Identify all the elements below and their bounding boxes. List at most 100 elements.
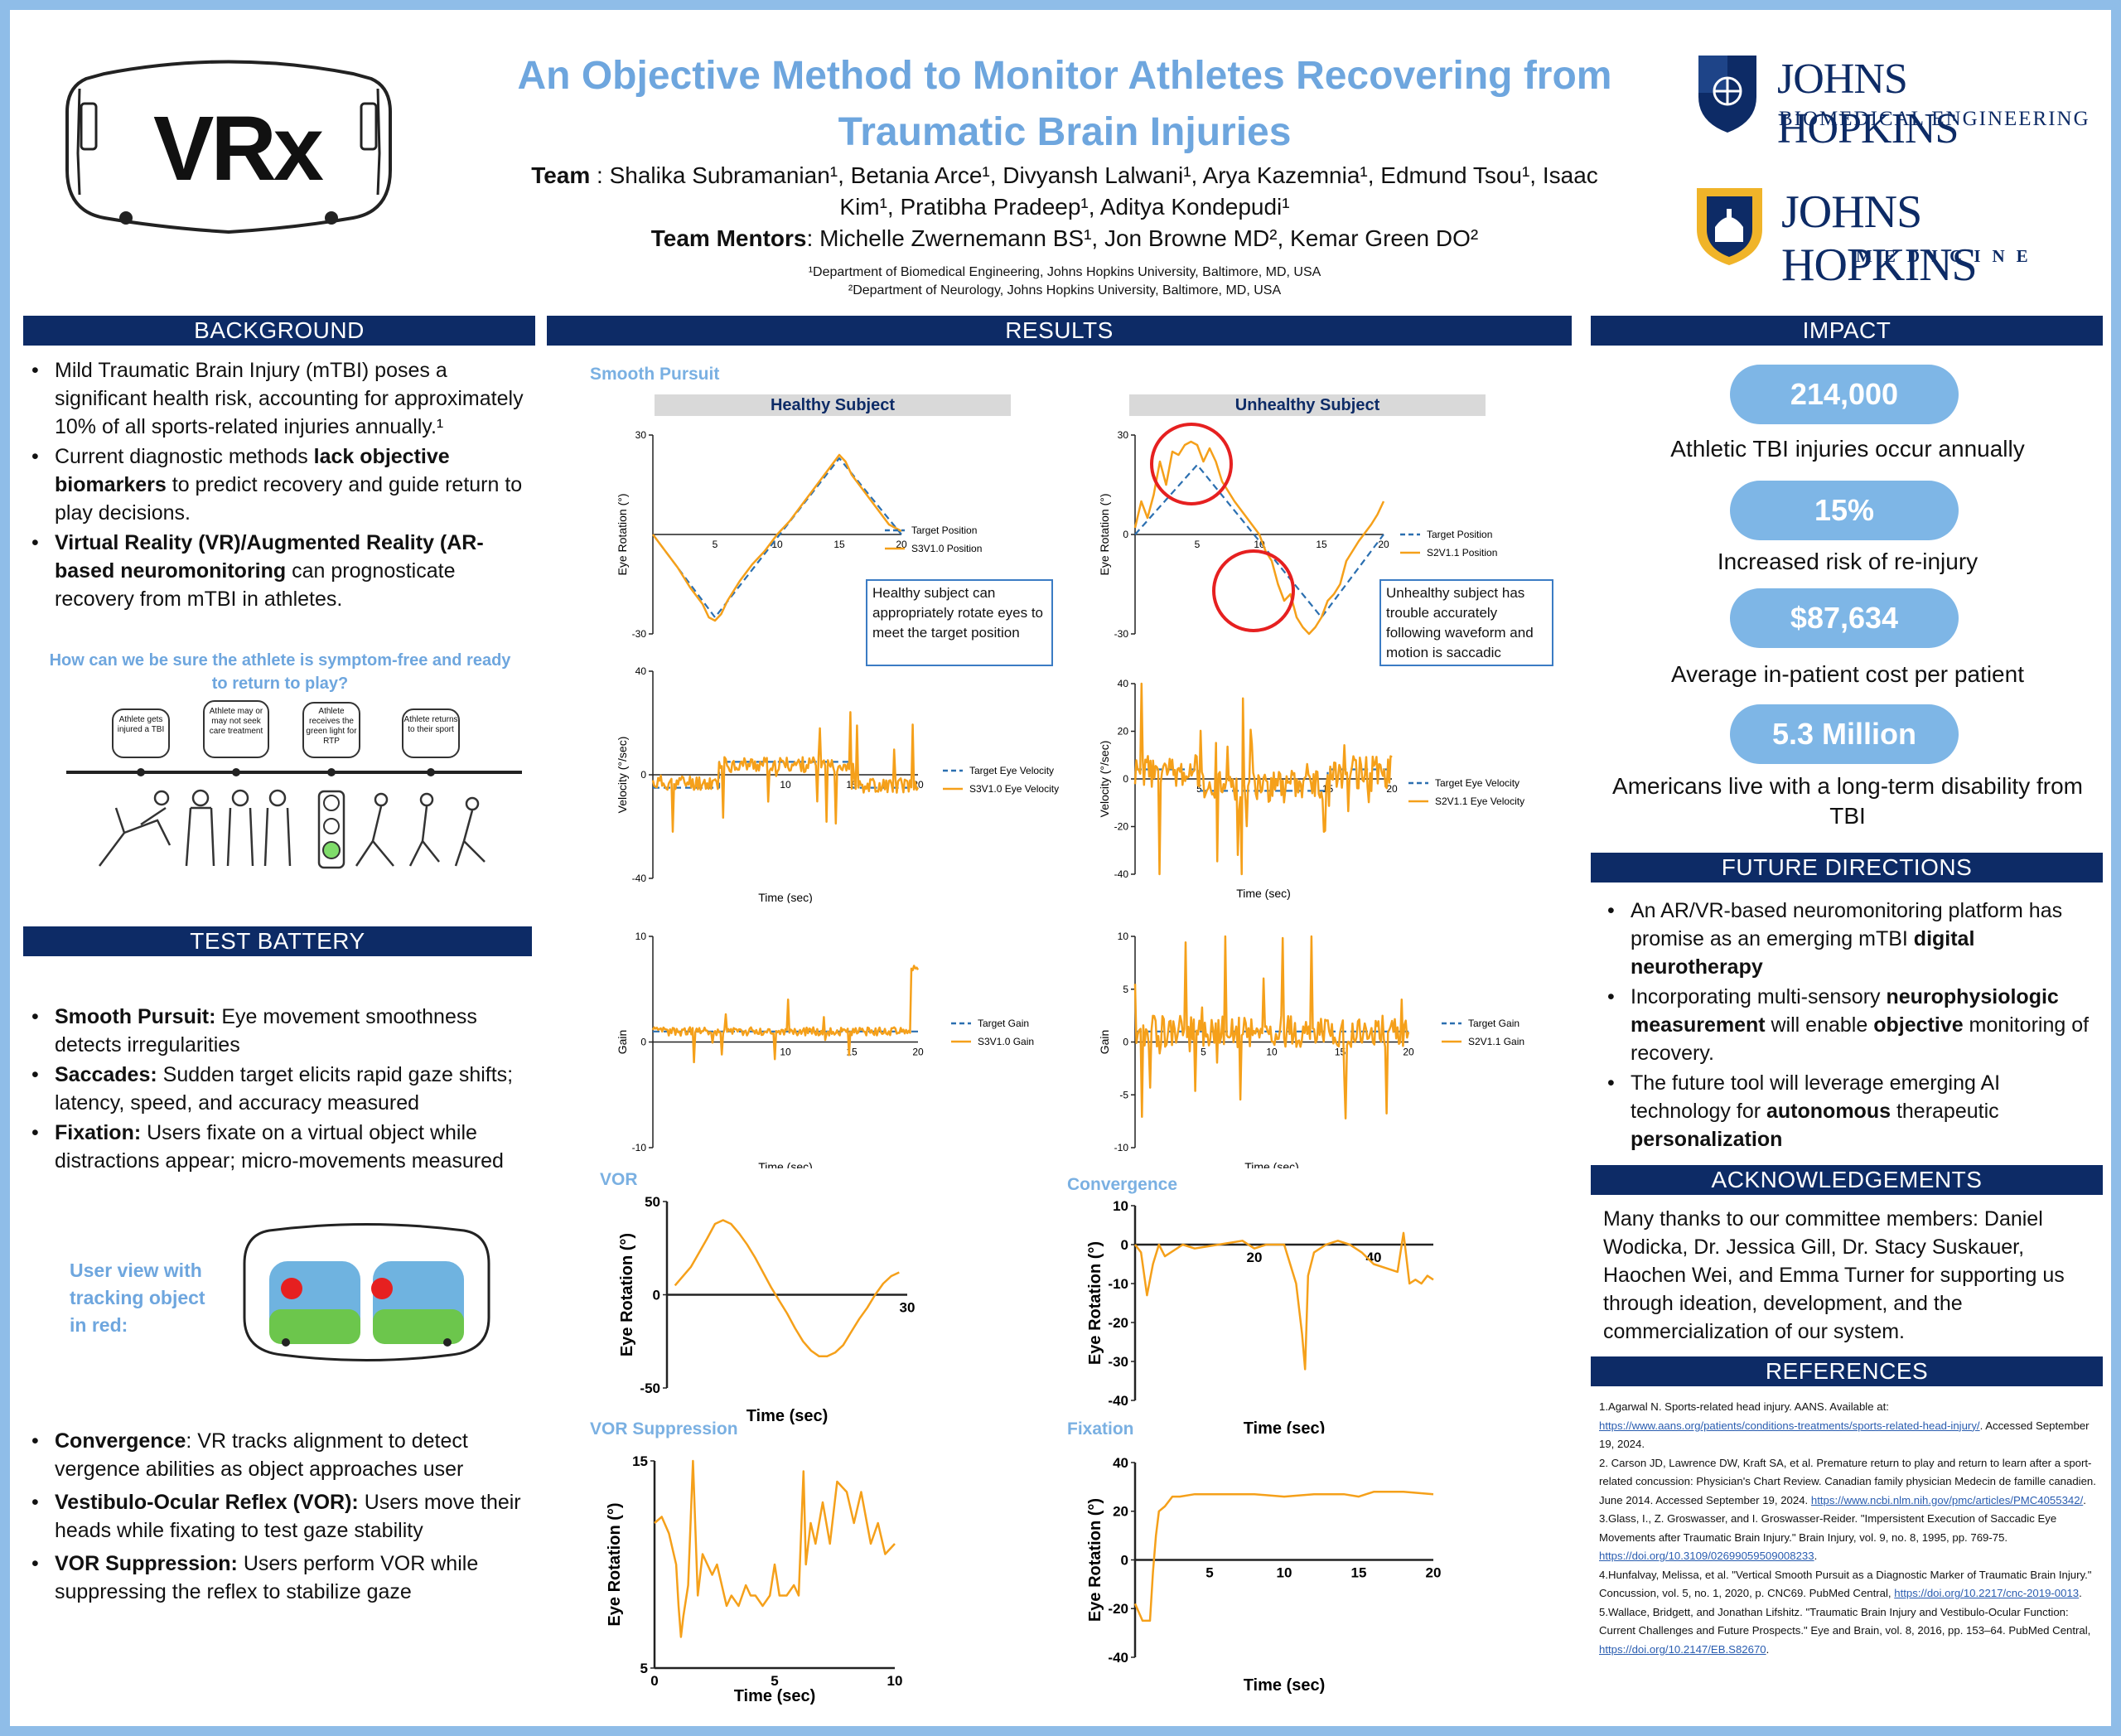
x-tick-label: 5 xyxy=(1201,1047,1206,1058)
impact-value-1: 214,000 xyxy=(1730,365,1959,424)
future-item-2-e: monitoring of recovery. xyxy=(1631,1013,2090,1065)
x-tick-label: 5 xyxy=(1205,1565,1213,1581)
background-item-3-b: can prognosticate recovery from mTBI in … xyxy=(55,559,456,611)
y-tick-label: -5 xyxy=(1119,1089,1128,1100)
impact-caption-4: Americans live with a long-term disabili… xyxy=(1612,773,2083,829)
x-axis-label: Time (sec) xyxy=(1244,1160,1299,1168)
s2v1-1-eye-velocity-line xyxy=(1133,682,1393,876)
test-item-4-a: Convergence xyxy=(55,1429,186,1453)
y-tick-label: -40 xyxy=(632,873,647,884)
x-axis-label: Time (sec) xyxy=(734,1687,816,1705)
future-item-3-a: The future tool will leverage emerging A… xyxy=(1631,1071,2001,1123)
smooth-pursuit-label: Smooth Pursuit xyxy=(590,365,720,384)
reference-3-link[interactable]: https://doi.org/10.3109/0269905950900823… xyxy=(1599,1550,1814,1562)
y-tick-label: 30 xyxy=(635,429,647,441)
highlight-circles xyxy=(1150,423,1295,632)
x-tick-label: 15 xyxy=(833,539,845,550)
y-tick-label: -20 xyxy=(1114,821,1129,833)
reference-5: 5.Wallace, Bridgett, and Jonathan Lifshi… xyxy=(1599,1605,2091,1656)
chart-gain-healthy: 10 0 -10 10 15 20 Gain Time (sec) Target Gain S3V… xyxy=(603,928,1084,1173)
reference-4: 4.Hunfalvay, Melissa, et al. "Vertical S… xyxy=(1599,1568,2092,1600)
vor-label: VOR xyxy=(600,1170,638,1189)
s3v1-0-gain-line xyxy=(651,965,920,1064)
affiliations: ¹Department of Biomedical Engineering, J… xyxy=(580,264,1549,300)
reference-5-text: 5.Wallace, Bridgett, and Jonathan Lifshi… xyxy=(1599,1605,2091,1637)
background-item-3-a: Virtual Reality (VR)/Augmented Reality (… xyxy=(55,531,484,583)
reference-2: 2. Carson JD, Lawrence DW, Kraft SA, et … xyxy=(1599,1456,2096,1506)
test-item-5-b: Users move their heads while fixating to… xyxy=(55,1491,521,1542)
legend-label: Target Position xyxy=(911,525,977,536)
test-battery-list-2: Convergence: VR tracks alignment to dete… xyxy=(23,1427,537,1608)
test-item-1-a: Smooth Pursuit: xyxy=(55,1005,216,1028)
y-tick-label: 15 xyxy=(632,1453,648,1469)
highlight-circle-undershoot xyxy=(1212,549,1295,632)
reference-1-link[interactable]: https://www.aans.org/patients/conditions… xyxy=(1599,1419,1980,1432)
reference-3: 3.Glass, I., Z. Groswasser, and I. Grosw… xyxy=(1599,1512,2057,1562)
background-item-2-c: to predict recovery and guide return to … xyxy=(55,473,523,525)
test-battery-list-1: Smooth Pursuit: Eye movement smoothness … xyxy=(23,1003,537,1177)
y-tick-label: -10 xyxy=(1114,1142,1129,1153)
convergence-line xyxy=(1134,1231,1434,1371)
fixation-svg: 40 20 0 -20 -40 5 10 15 20 Eye Rotation (°) Time (… xyxy=(1086,1455,1441,1695)
jhu-bme-logo: JOHNS HOPKINS BIOMEDICAL ENGINEERING xyxy=(1694,51,2092,152)
y-tick-label: 5 xyxy=(640,1661,648,1676)
legend-label: S2V1.1 Eye Velocity xyxy=(1435,795,1524,807)
vor-suppression-label: VOR Suppression xyxy=(590,1419,738,1439)
y-tick-label: -20 xyxy=(1108,1315,1128,1331)
timeline-bubble-1: Athlete gets injured a TBI xyxy=(112,708,170,758)
background-item-2-b: lack objective biomarkers xyxy=(55,445,450,496)
y-tick-label: 20 xyxy=(1113,1504,1128,1520)
jhm-line-2: MEDICINE xyxy=(1856,246,2040,266)
jhm-logo: JOHNS HOPKINS MEDICINE xyxy=(1690,184,2096,291)
target-position-line xyxy=(652,457,902,619)
background-list: Mild Traumatic Brain Injury (mTBI) poses… xyxy=(23,356,529,615)
y-axis-label: Velocity (°/sec) xyxy=(1098,741,1111,818)
test-item-vor: Vestibulo-Ocular Reflex (VOR): Users mov… xyxy=(23,1488,537,1545)
affiliation-2: ²Department of Neurology, Johns Hopkins … xyxy=(848,283,1282,297)
legend-label: Target Gain xyxy=(1468,1018,1519,1029)
y-tick-label: 40 xyxy=(635,665,647,677)
jhm-line-1: JOHNS HOPKINS xyxy=(1781,186,1978,291)
reference-5-link[interactable]: https://doi.org/10.2147/EB.S82670 xyxy=(1599,1642,1766,1656)
y-tick-label: -10 xyxy=(632,1142,647,1153)
x-tick-label: 10 xyxy=(887,1673,903,1689)
affiliation-1: ¹Department of Biomedical Engineering, J… xyxy=(808,265,1321,279)
y-tick-label: -40 xyxy=(1114,868,1129,880)
future-item-3-d: personalization xyxy=(1631,1128,1783,1151)
section-acknowledgements: ACKNOWLEDGEMENTS xyxy=(1591,1165,2103,1195)
poster-title: An Objective Method to Monitor Athletes … xyxy=(517,54,1612,154)
x-tick-label: 10 xyxy=(1277,1565,1292,1581)
s2v1-1-gain-line xyxy=(1133,935,1410,1119)
y-axis-label: Velocity (°/sec) xyxy=(616,737,629,814)
x-tick-label: 5 xyxy=(1195,539,1201,550)
background-item-3: Virtual Reality (VR)/Augmented Reality (… xyxy=(23,529,529,613)
y-tick-label: 0 xyxy=(640,769,646,781)
reference-1-text: 1.Agarwal N. Sports-related head injury.… xyxy=(1599,1400,1889,1413)
y-tick-label: -20 xyxy=(1108,1601,1128,1617)
test-item-2-a: Saccades: xyxy=(55,1063,157,1086)
s3v1-0-eye-velocity-line xyxy=(651,711,920,833)
y-tick-label: -30 xyxy=(632,628,647,640)
reference-4-text: 4.Hunfalvay, Melissa, et al. "Vertical S… xyxy=(1599,1568,2092,1600)
reference-1-tail: . Accessed September 19, 2024. xyxy=(1599,1419,2090,1451)
x-axis-label: Time (sec) xyxy=(1244,1419,1326,1434)
x-tick-label: 20 xyxy=(1247,1250,1263,1265)
x-tick-label: 10 xyxy=(1266,1047,1278,1058)
background-item-2-a: Current diagnostic methods xyxy=(55,445,314,468)
y-tick-label: -50 xyxy=(640,1381,660,1396)
reference-2-link[interactable]: https://www.ncbi.nlm.nih.gov/pmc/article… xyxy=(1810,1493,2084,1506)
vrx-logo: VRx xyxy=(55,46,403,244)
y-tick-label: 30 xyxy=(1118,429,1129,441)
section-future: FUTURE DIRECTIONS xyxy=(1591,853,2103,883)
x-tick-label: 5 xyxy=(771,1673,778,1689)
section-test-battery: TEST BATTERY xyxy=(23,926,532,956)
team-line-2: Kim¹, Pratibha Pradeep¹, Aditya Kondepud… xyxy=(839,194,1290,220)
future-item-2-a: Incorporating multi-sensory xyxy=(1631,985,1887,1008)
y-tick-label: 40 xyxy=(1113,1455,1128,1471)
x-tick-label: 0 xyxy=(650,1673,658,1689)
reference-2-text: 2. Carson JD, Lawrence DW, Kraft SA, et … xyxy=(1599,1456,2096,1506)
reference-4-link[interactable]: https://doi.org/10.2217/cnc-2019-0013 xyxy=(1894,1587,2080,1599)
